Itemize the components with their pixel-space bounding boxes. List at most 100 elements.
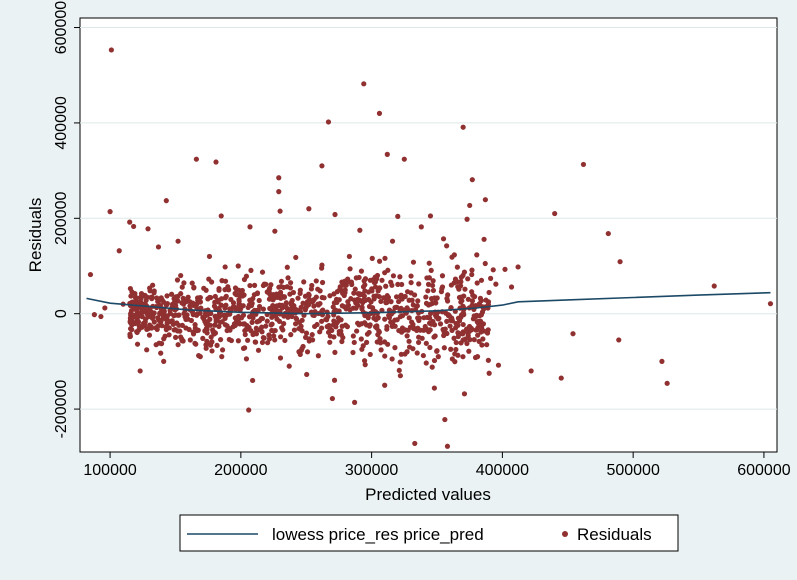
residual-point [406, 315, 412, 321]
residual-point [184, 312, 190, 318]
residual-point [155, 244, 162, 250]
residual-point [386, 314, 393, 321]
residual-point [402, 293, 408, 300]
residual-point [189, 280, 195, 286]
residual-point [427, 213, 434, 219]
residual-point [397, 274, 403, 280]
residual-point [289, 297, 295, 304]
residual-point [476, 301, 482, 307]
residual-point [411, 292, 418, 298]
residual-point [166, 332, 172, 338]
residual-point [375, 315, 381, 321]
residual-point [281, 321, 287, 327]
residual-point [390, 273, 397, 279]
residual-point [252, 339, 259, 345]
residual-point [159, 323, 165, 329]
residual-point [302, 305, 308, 312]
residual-point [269, 327, 275, 334]
residual-point [129, 289, 135, 295]
residual-point [464, 216, 470, 222]
residual-point [444, 443, 451, 449]
residual-point [145, 226, 151, 232]
residual-point [277, 208, 283, 214]
legend-residuals-swatch [562, 531, 568, 537]
residual-point [218, 302, 224, 308]
residual-point [218, 213, 224, 219]
residual-point [179, 322, 185, 328]
residual-point [465, 333, 471, 339]
residual-point [248, 328, 254, 334]
residual-point [216, 323, 222, 330]
residual-point [460, 124, 466, 130]
residual-point [422, 323, 428, 330]
residual-point [393, 294, 400, 300]
residual-point [175, 328, 181, 334]
residual-point [361, 358, 368, 364]
residual-point [155, 299, 161, 305]
residual-point [362, 297, 368, 303]
residual-point [149, 315, 156, 321]
residual-point [399, 325, 406, 331]
residuals-points [87, 47, 774, 449]
residual-point [161, 336, 167, 342]
residual-point [276, 284, 282, 290]
residual-point [408, 273, 414, 279]
residual-point [469, 177, 475, 183]
residual-point [359, 304, 365, 310]
residual-point [87, 271, 94, 278]
residual-point [338, 317, 344, 323]
residual-point [204, 321, 210, 328]
residual-point [570, 331, 576, 337]
residual-point [266, 332, 272, 338]
residual-point [280, 327, 286, 333]
residual-point [327, 293, 333, 299]
residual-point [127, 219, 133, 225]
residual-point [278, 334, 284, 340]
residual-point [309, 282, 315, 289]
residual-point [508, 284, 515, 290]
residual-point [216, 285, 222, 292]
residual-point [255, 347, 262, 353]
residual-point [392, 345, 398, 351]
residual-point [457, 295, 464, 301]
residual-point [423, 340, 429, 346]
residual-point [419, 335, 425, 341]
residual-point [464, 340, 470, 347]
residual-point [217, 309, 224, 315]
residual-point [471, 337, 477, 343]
residual-point [552, 210, 558, 217]
residual-point [385, 267, 391, 273]
y-tick-label: 200000 [53, 192, 70, 245]
residual-point [435, 354, 441, 360]
residual-point [180, 338, 186, 344]
residual-point [164, 293, 170, 299]
y-tick-label: 0 [53, 309, 70, 318]
residual-point [442, 416, 448, 423]
residual-point [136, 327, 142, 333]
residual-point [415, 339, 422, 346]
residual-point [250, 315, 256, 321]
residual-point [91, 312, 97, 318]
residual-point [465, 276, 471, 282]
residual-point [213, 305, 219, 312]
residual-point [304, 349, 311, 355]
residual-point [219, 347, 226, 353]
residual-point [157, 310, 163, 316]
y-tick-label: 600000 [53, 1, 70, 54]
residual-point [320, 307, 326, 313]
lowess-line-group [86, 291, 771, 315]
residual-point [437, 321, 444, 327]
residual-point [484, 342, 490, 348]
residual-point [401, 156, 407, 162]
residual-point [288, 302, 294, 308]
residual-point [427, 344, 433, 351]
residual-point [711, 283, 717, 289]
residual-point [188, 317, 194, 324]
residual-point [451, 280, 457, 286]
residual-point [431, 385, 437, 391]
residual-point [129, 327, 135, 333]
residual-point [200, 314, 206, 321]
residual-point [247, 224, 253, 230]
residual-point [428, 321, 435, 327]
residual-point [469, 271, 475, 278]
